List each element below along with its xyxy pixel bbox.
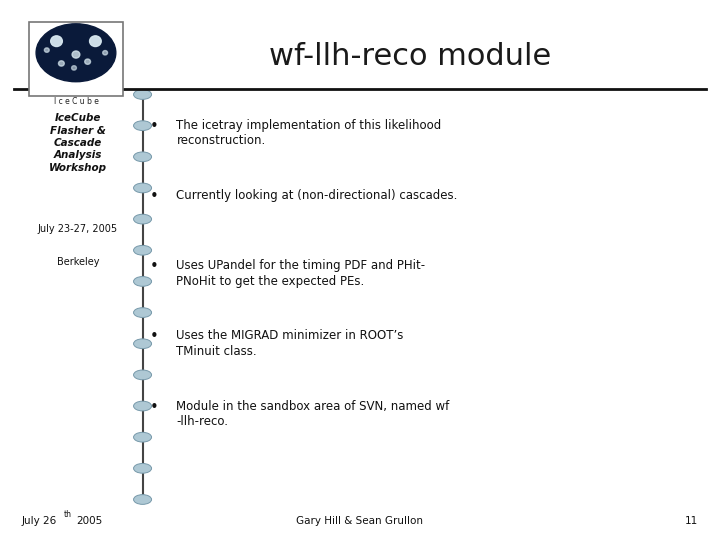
Ellipse shape: [36, 24, 116, 82]
Ellipse shape: [134, 152, 152, 161]
Text: Berkeley: Berkeley: [56, 257, 99, 267]
Ellipse shape: [134, 495, 152, 504]
Text: 2005: 2005: [76, 516, 102, 526]
Ellipse shape: [134, 339, 152, 349]
Ellipse shape: [134, 214, 152, 224]
Circle shape: [50, 36, 63, 46]
Ellipse shape: [134, 276, 152, 286]
Text: •: •: [150, 189, 158, 204]
Text: •: •: [150, 400, 158, 415]
Text: Uses the MIGRAD minimizer in ROOT’s
TMinuit class.: Uses the MIGRAD minimizer in ROOT’s TMin…: [176, 329, 404, 358]
Text: The icetray implementation of this likelihood
reconstruction.: The icetray implementation of this likel…: [176, 119, 441, 147]
Text: 11: 11: [685, 516, 698, 526]
Text: wf-llh-reco module: wf-llh-reco module: [269, 42, 552, 71]
Ellipse shape: [134, 121, 152, 131]
Ellipse shape: [134, 90, 152, 99]
Circle shape: [71, 66, 76, 70]
Circle shape: [58, 61, 64, 66]
Ellipse shape: [134, 401, 152, 411]
Text: I c e C u b e: I c e C u b e: [53, 97, 99, 106]
Circle shape: [89, 36, 102, 46]
Text: Currently looking at (non-directional) cascades.: Currently looking at (non-directional) c…: [176, 189, 458, 202]
Text: Gary Hill & Sean Grullon: Gary Hill & Sean Grullon: [297, 516, 423, 526]
Text: •: •: [150, 259, 158, 274]
Ellipse shape: [134, 433, 152, 442]
Text: Module in the sandbox area of SVN, named wf
-llh-reco.: Module in the sandbox area of SVN, named…: [176, 400, 450, 428]
Text: July 26: July 26: [22, 516, 57, 526]
Circle shape: [103, 51, 107, 55]
FancyBboxPatch shape: [30, 23, 122, 96]
Ellipse shape: [134, 463, 152, 473]
Circle shape: [45, 48, 49, 52]
Circle shape: [85, 59, 91, 64]
Ellipse shape: [134, 245, 152, 255]
Text: IceCube
Flasher &
Cascade
Analysis
Workshop: IceCube Flasher & Cascade Analysis Works…: [49, 113, 107, 173]
Ellipse shape: [134, 183, 152, 193]
Circle shape: [72, 51, 80, 58]
Text: Uses UPandel for the timing PDF and PHit-
PNoHit to get the expected PEs.: Uses UPandel for the timing PDF and PHit…: [176, 259, 426, 288]
Text: •: •: [150, 329, 158, 345]
Text: th: th: [64, 510, 72, 519]
Text: •: •: [150, 119, 158, 134]
Ellipse shape: [134, 370, 152, 380]
Text: July 23-27, 2005: July 23-27, 2005: [37, 225, 118, 234]
Ellipse shape: [134, 308, 152, 318]
